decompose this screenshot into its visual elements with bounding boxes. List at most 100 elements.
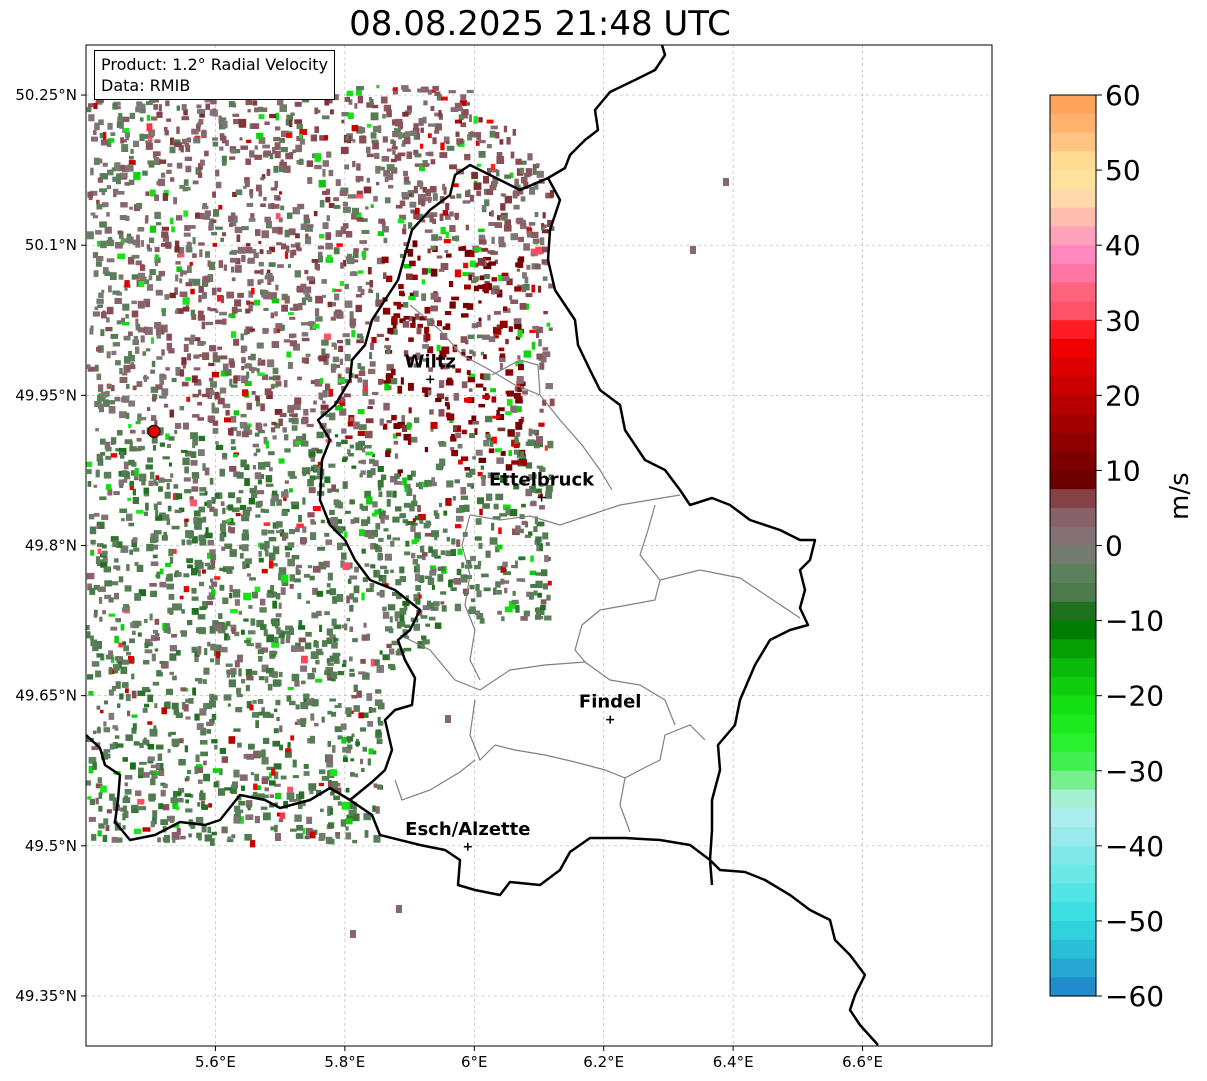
velocity-pixel — [213, 209, 220, 217]
velocity-pixel — [318, 832, 326, 840]
velocity-pixel — [224, 369, 232, 376]
velocity-pixel — [346, 258, 355, 265]
velocity-pixel — [160, 789, 166, 797]
velocity-pixel — [347, 135, 352, 144]
velocity-pixel — [440, 263, 449, 271]
city-marker — [463, 842, 472, 851]
velocity-pixel — [387, 184, 394, 189]
velocity-pixel — [261, 374, 269, 381]
velocity-pixel — [185, 304, 189, 308]
velocity-pixel — [295, 564, 302, 569]
velocity-pixel — [269, 803, 275, 808]
velocity-pixel — [302, 473, 306, 477]
velocity-pixel — [342, 206, 351, 213]
velocity-pixel — [412, 518, 416, 522]
velocity-pixel — [250, 839, 256, 848]
velocity-pixel — [483, 262, 492, 270]
velocity-pixel — [111, 685, 116, 692]
velocity-pixel — [162, 456, 170, 460]
velocity-pixel — [349, 626, 354, 632]
velocity-pixel — [92, 215, 98, 219]
velocity-pixel — [211, 402, 215, 410]
velocity-pixel — [508, 326, 513, 332]
velocity-pixel — [430, 292, 439, 300]
velocity-pixel — [405, 521, 409, 526]
velocity-pixel — [406, 488, 413, 496]
velocity-pixel — [398, 131, 402, 140]
velocity-pixel — [367, 267, 372, 275]
velocity-pixel — [155, 744, 164, 750]
velocity-pixel — [324, 476, 331, 483]
velocity-pixel — [392, 140, 396, 147]
velocity-pixel — [361, 505, 368, 511]
colorbar-segment — [1050, 320, 1096, 340]
velocity-pixel — [421, 293, 427, 301]
velocity-pixel — [455, 368, 461, 373]
velocity-pixel — [500, 214, 508, 221]
velocity-pixel — [255, 720, 259, 729]
velocity-pixel — [322, 168, 326, 177]
velocity-pixel — [246, 701, 252, 709]
velocity-pixel — [461, 562, 465, 569]
velocity-pixel — [428, 616, 436, 621]
velocity-pixel — [280, 775, 287, 780]
velocity-pixel — [544, 555, 549, 563]
velocity-pixel — [490, 168, 498, 173]
velocity-pixel — [222, 625, 228, 630]
velocity-pixel — [211, 713, 217, 720]
velocity-pixel — [306, 160, 314, 167]
velocity-pixel — [260, 177, 265, 181]
velocity-pixel — [108, 689, 114, 696]
velocity-pixel — [169, 653, 177, 661]
velocity-pixel — [392, 537, 400, 541]
velocity-pixel — [477, 284, 485, 290]
velocity-pixel — [202, 569, 206, 574]
velocity-pixel — [113, 565, 118, 570]
velocity-pixel — [236, 497, 242, 504]
velocity-pixel — [96, 256, 104, 262]
velocity-pixel — [243, 592, 251, 601]
velocity-pixel — [373, 783, 378, 788]
velocity-pixel — [212, 420, 219, 426]
velocity-pixel — [246, 371, 250, 379]
velocity-pixel — [333, 343, 337, 350]
velocity-pixel — [174, 430, 178, 434]
velocity-pixel — [407, 105, 412, 113]
velocity-pixel — [297, 247, 302, 252]
velocity-pixel — [427, 346, 434, 354]
velocity-pixel — [482, 503, 490, 509]
velocity-pixel — [128, 656, 134, 664]
velocity-pixel — [465, 224, 469, 231]
velocity-pixel — [443, 136, 450, 144]
velocity-pixel — [165, 241, 172, 249]
velocity-pixel — [218, 260, 223, 268]
velocity-pixel — [416, 133, 421, 140]
velocity-pixel — [160, 172, 166, 178]
velocity-pixel — [414, 515, 420, 521]
velocity-pixel — [202, 516, 207, 523]
velocity-pixel — [191, 375, 198, 383]
velocity-pixel — [468, 274, 472, 281]
velocity-pixel — [308, 487, 316, 494]
velocity-pixel — [535, 580, 543, 588]
velocity-pixel — [430, 320, 435, 326]
velocity-pixel — [463, 504, 470, 512]
velocity-pixel — [166, 118, 172, 122]
velocity-pixel — [346, 617, 351, 622]
velocity-pixel — [502, 306, 508, 311]
lon-tick-label: 5.6°E — [195, 1053, 236, 1071]
velocity-pixel — [444, 213, 451, 220]
velocity-pixel — [547, 580, 552, 586]
velocity-pixel — [167, 732, 172, 737]
velocity-pixel — [197, 315, 205, 321]
velocity-pixel — [429, 214, 434, 223]
velocity-pixel — [468, 609, 476, 615]
velocity-pixel — [184, 225, 191, 231]
velocity-pixel — [192, 180, 199, 185]
velocity-pixel — [93, 730, 97, 735]
velocity-pixel — [434, 537, 438, 541]
velocity-pixel — [519, 167, 525, 174]
velocity-pixel — [110, 272, 117, 280]
velocity-pixel — [412, 559, 418, 565]
velocity-pixel — [127, 497, 131, 501]
